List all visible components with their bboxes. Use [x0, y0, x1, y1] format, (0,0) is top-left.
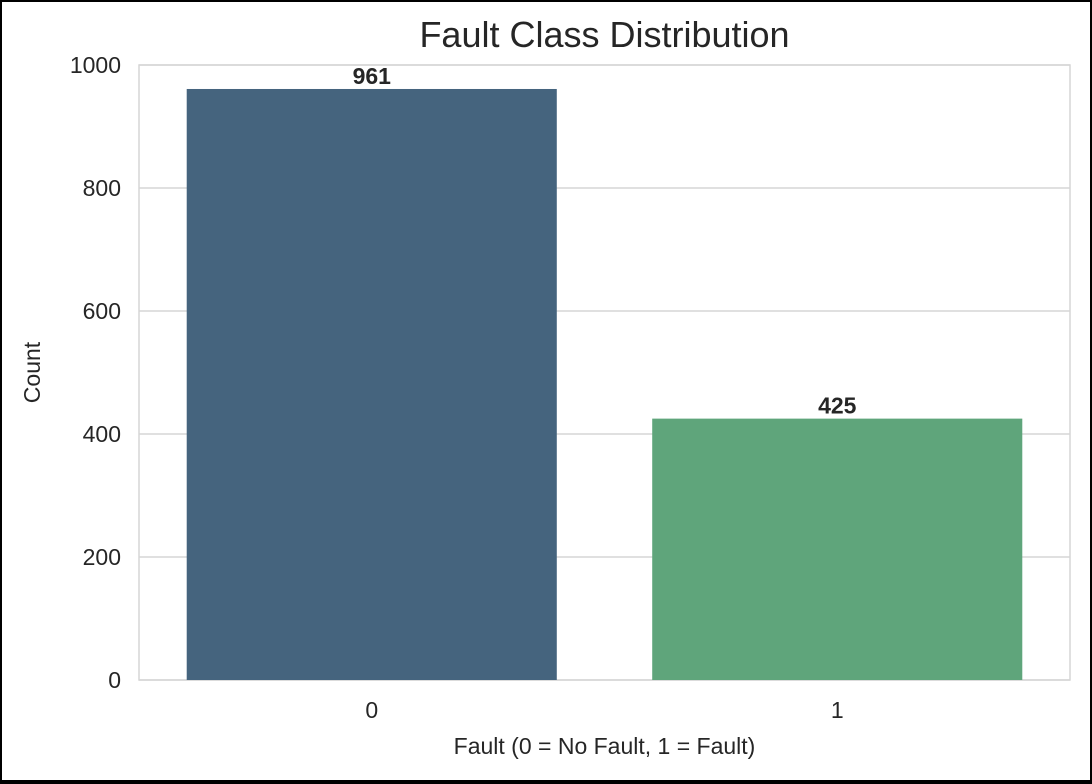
data-label: 425: [818, 393, 857, 419]
y-tick-label: 600: [83, 298, 121, 324]
x-axis-label: Fault (0 = No Fault, 1 = Fault): [454, 733, 756, 759]
data-labels: 961 425: [353, 63, 857, 419]
y-tick-label: 0: [108, 667, 121, 693]
bar-1: [652, 418, 1023, 680]
bar-0: [186, 88, 557, 681]
y-tick-label: 1000: [70, 52, 121, 78]
y-tick-label: 400: [83, 421, 121, 447]
y-axis-label: Count: [19, 341, 45, 403]
x-tick-label: 1: [831, 697, 844, 723]
y-axis-ticks: 0 200 400 600 800 1000: [70, 52, 121, 693]
data-label: 961: [353, 63, 392, 89]
y-tick-label: 800: [83, 175, 121, 201]
y-tick-label: 200: [83, 544, 121, 570]
x-tick-label: 0: [365, 697, 378, 723]
bars: [186, 88, 1023, 681]
chart-title: Fault Class Distribution: [419, 14, 789, 55]
